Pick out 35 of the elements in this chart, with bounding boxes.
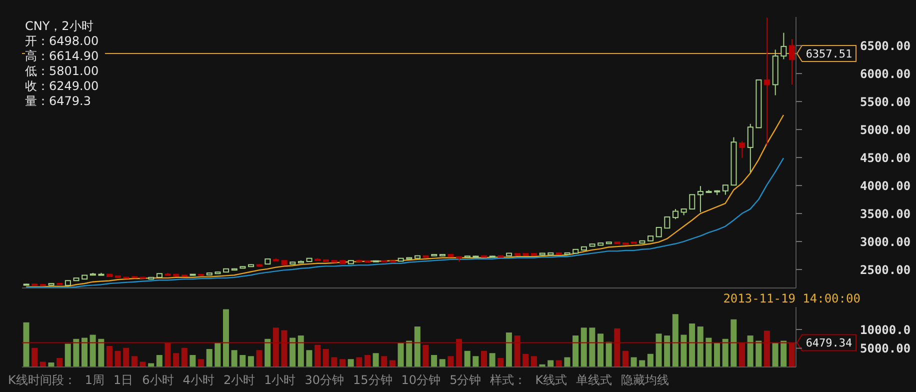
text: 6小时: [142, 372, 174, 389]
y-tick-label: 3000.00: [860, 234, 911, 249]
ref-line-label: 6357.51: [806, 48, 852, 61]
text: 5分钟: [450, 372, 482, 389]
y-tick-label: 4000.00: [860, 178, 911, 193]
y-tick-label: 2500.00: [860, 262, 911, 277]
text: K线式: [535, 372, 568, 389]
x-tick-label: 2013-11-19 14:00:00: [723, 292, 860, 306]
annotation: 开：6498.00: [25, 34, 99, 49]
y-tick-label: 10000.0: [860, 322, 911, 337]
text: K线时间段：: [8, 372, 76, 389]
annotation: 低：5801.00: [25, 64, 99, 79]
y-tick-label: 6000.00: [860, 66, 911, 81]
text: 30分钟: [304, 372, 344, 389]
text: 10分钟: [401, 372, 441, 389]
y-tick-label: 4500.00: [860, 150, 911, 165]
text: 样式：: [490, 372, 526, 389]
y-tick-label: 5000.00: [860, 342, 911, 356]
annotation: 量：6479.3: [25, 94, 92, 109]
annotation: 高：6614.90: [25, 49, 99, 64]
annotation: 收：6249.00: [25, 79, 99, 94]
y-tick-label: 6500.00: [860, 38, 911, 53]
y-tick-label: 3500.00: [860, 206, 911, 221]
ref-line-label: 6479.34: [806, 336, 853, 350]
text: 单线式: [576, 372, 612, 389]
text: 隐藏均线: [621, 372, 670, 389]
text: 1小时: [264, 372, 296, 389]
text: 4小时: [182, 372, 214, 389]
text: 1日: [114, 372, 134, 389]
text: 15分钟: [353, 372, 392, 389]
text: 2小时: [223, 372, 256, 389]
chart-title: CNY，2小时: [25, 19, 94, 34]
text: 1周: [84, 372, 105, 389]
y-tick-label: 5000.00: [860, 122, 911, 137]
y-tick-label: 5500.00: [860, 94, 911, 109]
